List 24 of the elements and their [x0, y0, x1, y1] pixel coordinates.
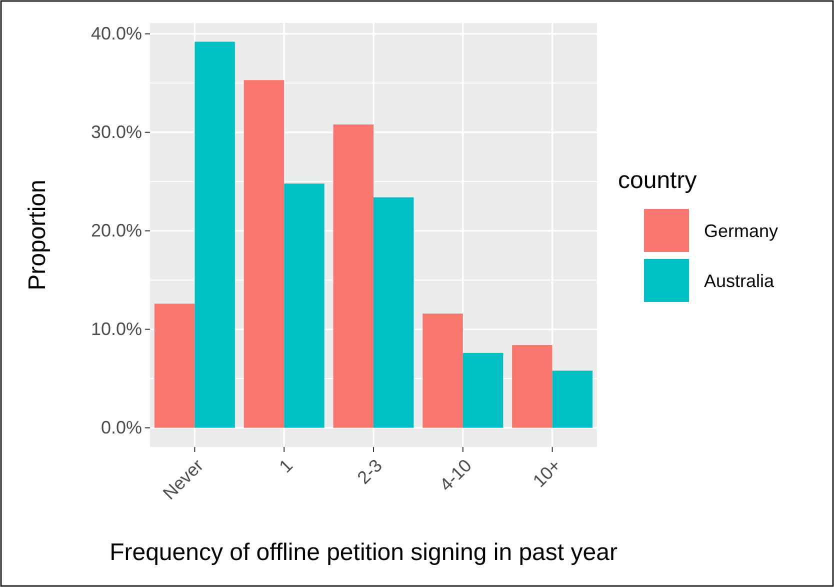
y-axis-title: Proportion	[24, 180, 51, 290]
bar	[552, 370, 593, 428]
bar	[284, 184, 324, 428]
y-tick-label: 10.0%	[90, 319, 142, 340]
x-axis-title: Frequency of offline petition signing in past year	[110, 539, 618, 566]
bar	[154, 304, 195, 428]
x-tick-label: 2-3	[353, 455, 386, 488]
x-tick-label: 1	[275, 455, 297, 477]
y-tick-label: 0.0%	[100, 418, 142, 438]
y-tick-label: 40.0%	[90, 24, 142, 44]
legend-label: Australia	[704, 271, 776, 291]
y-tick-label: 30.0%	[90, 122, 142, 142]
bar	[512, 345, 552, 428]
bar	[244, 80, 284, 428]
x-tick-label: 10+	[529, 455, 565, 492]
legend-label: Germany	[704, 221, 778, 241]
bar	[333, 124, 374, 428]
y-tick-label: 20.0%	[90, 220, 142, 241]
bar	[462, 352, 504, 428]
legend-title: country	[618, 167, 697, 194]
x-tick-label: 4-10	[436, 455, 476, 495]
bar	[374, 197, 414, 428]
bar	[422, 314, 463, 428]
bar	[194, 42, 235, 428]
